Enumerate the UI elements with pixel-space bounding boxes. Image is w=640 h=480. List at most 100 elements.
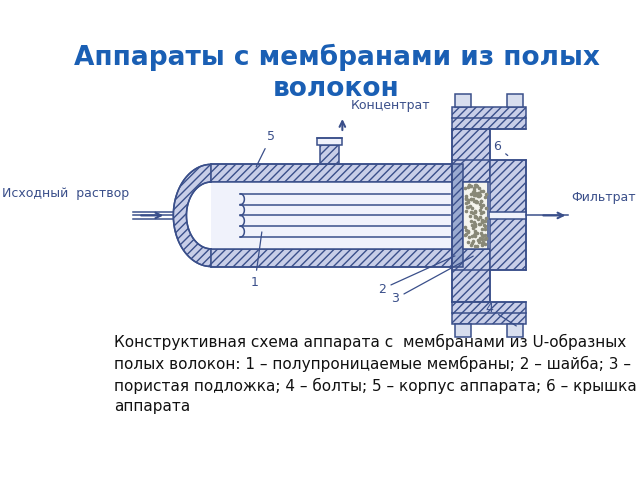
Bar xyxy=(452,164,463,266)
Point xyxy=(461,227,471,234)
Point xyxy=(477,232,487,240)
Text: Конструктивная схема аппарата с  мембранами из U-образных
полых волокон: 1 – пол: Конструктивная схема аппарата с мембрана… xyxy=(115,333,637,414)
Point xyxy=(468,218,479,226)
Point xyxy=(470,220,480,228)
Point xyxy=(467,204,477,212)
Point xyxy=(469,186,479,193)
Point xyxy=(476,229,486,237)
Bar xyxy=(454,94,470,108)
Text: Исходный  раствор: Исходный раствор xyxy=(3,187,130,200)
Point xyxy=(472,182,482,190)
Point xyxy=(470,212,481,219)
Point xyxy=(477,235,488,243)
Point xyxy=(475,213,485,221)
Point xyxy=(468,237,478,245)
Point xyxy=(477,218,487,226)
Bar xyxy=(507,94,523,108)
Point xyxy=(467,196,477,204)
Point xyxy=(467,240,477,247)
Point xyxy=(467,190,477,198)
Point xyxy=(470,181,480,189)
Point xyxy=(461,203,472,211)
Bar xyxy=(454,324,470,337)
Point xyxy=(469,231,479,239)
Bar xyxy=(507,324,523,337)
Point xyxy=(474,200,484,208)
Bar xyxy=(490,160,526,270)
Point xyxy=(463,183,473,191)
Bar xyxy=(320,144,339,164)
Point xyxy=(470,213,481,221)
Text: 5: 5 xyxy=(256,131,275,167)
Bar xyxy=(211,182,452,249)
Point xyxy=(465,182,475,190)
Point xyxy=(473,237,483,244)
Point xyxy=(463,238,473,246)
Point xyxy=(477,240,487,247)
Point xyxy=(460,185,470,192)
Point xyxy=(466,195,476,203)
Point xyxy=(461,200,472,207)
Point xyxy=(468,224,478,232)
Point xyxy=(477,216,487,224)
Point xyxy=(461,195,471,203)
Point xyxy=(478,187,488,194)
Point xyxy=(479,226,490,233)
Point xyxy=(469,227,479,235)
Bar xyxy=(490,212,526,219)
Point xyxy=(474,220,484,228)
Point xyxy=(471,192,481,199)
Bar xyxy=(452,249,490,302)
Point xyxy=(463,198,473,206)
Point xyxy=(473,189,483,197)
Point xyxy=(477,208,488,216)
Point xyxy=(480,193,490,201)
Point xyxy=(475,206,485,214)
Point xyxy=(461,192,471,200)
Point xyxy=(461,207,471,215)
Point xyxy=(471,180,481,188)
Bar xyxy=(452,129,490,182)
Point xyxy=(477,241,488,249)
Point xyxy=(469,188,479,195)
Point xyxy=(465,241,476,249)
Point xyxy=(468,189,478,196)
Point xyxy=(470,191,480,198)
Point xyxy=(476,220,486,228)
Bar xyxy=(211,249,452,266)
Point xyxy=(470,228,480,236)
Point xyxy=(469,191,479,199)
Point xyxy=(470,222,480,230)
Text: Фильтрат: Фильтрат xyxy=(571,191,636,204)
Point xyxy=(474,192,484,200)
Point xyxy=(477,217,488,225)
Point xyxy=(474,239,484,246)
Point xyxy=(472,192,483,200)
Point xyxy=(473,215,483,222)
Point xyxy=(466,208,476,216)
Point xyxy=(463,196,473,204)
Point xyxy=(472,242,483,250)
Point xyxy=(468,222,479,230)
Polygon shape xyxy=(173,164,211,266)
Point xyxy=(474,238,484,245)
Point xyxy=(470,190,480,197)
Text: 4: 4 xyxy=(486,302,516,326)
Point xyxy=(477,225,487,233)
Point xyxy=(480,216,490,224)
Point xyxy=(476,198,486,205)
Point xyxy=(481,234,492,242)
Point xyxy=(467,221,477,228)
Point xyxy=(472,229,482,237)
Point xyxy=(464,181,474,189)
Point xyxy=(470,214,481,221)
Point xyxy=(466,217,476,225)
Point xyxy=(461,194,472,202)
Bar xyxy=(463,182,488,249)
Text: 3: 3 xyxy=(391,256,473,305)
Point xyxy=(478,201,488,209)
Text: 1: 1 xyxy=(251,232,262,289)
Text: Концентрат: Концентрат xyxy=(351,99,431,112)
Point xyxy=(470,242,480,250)
Point xyxy=(476,197,486,205)
